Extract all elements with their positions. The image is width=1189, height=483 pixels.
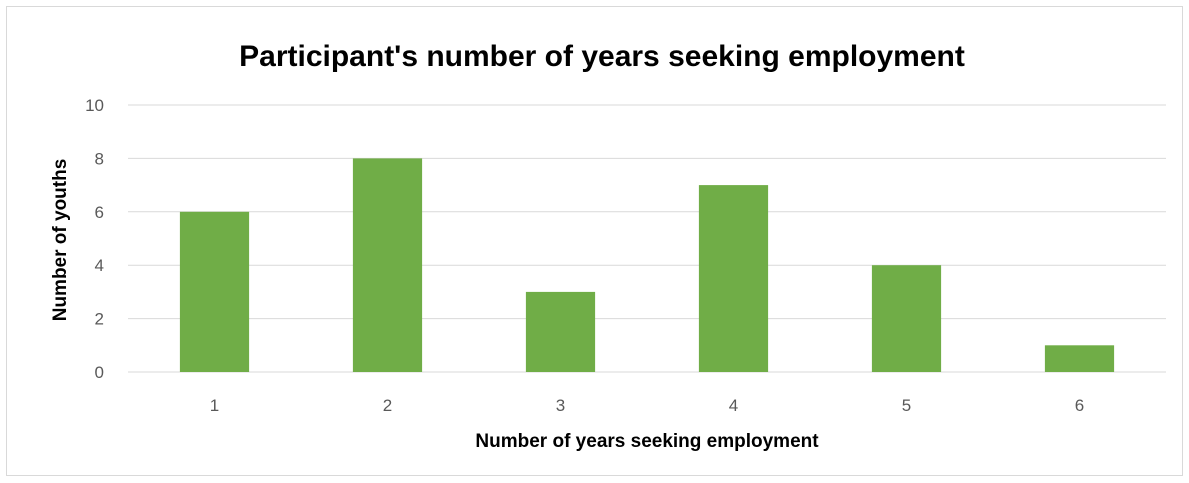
gridlines	[128, 104, 1166, 373]
bar-5	[871, 265, 942, 372]
x-tick-label: 4	[729, 396, 738, 415]
x-tick-label: 2	[383, 396, 392, 415]
y-tick-labels: 0 2 4 6 8 10	[85, 96, 104, 382]
x-tick-label: 1	[210, 396, 219, 415]
y-tick-label: 2	[95, 310, 104, 329]
y-axis-title: Number of youths	[50, 159, 71, 322]
y-tick-label: 0	[95, 363, 104, 382]
y-tick-label: 8	[95, 149, 104, 168]
x-axis-title: Number of years seeking employment	[475, 431, 819, 452]
bar-4	[698, 185, 769, 372]
bar-6	[1044, 345, 1115, 372]
chart-title: Participant's number of years seeking em…	[239, 40, 965, 73]
x-tick-label: 5	[902, 396, 911, 415]
bar-3	[525, 291, 596, 372]
y-tick-label: 6	[95, 203, 104, 222]
x-tick-labels: 1 2 3 4 5 6	[210, 396, 1084, 415]
bar-2	[352, 158, 423, 372]
y-tick-label: 10	[85, 96, 104, 115]
bar-1	[179, 211, 250, 372]
y-tick-label: 4	[95, 256, 104, 275]
x-tick-label: 6	[1075, 396, 1084, 415]
x-tick-label: 3	[556, 396, 565, 415]
bars	[179, 158, 1115, 372]
